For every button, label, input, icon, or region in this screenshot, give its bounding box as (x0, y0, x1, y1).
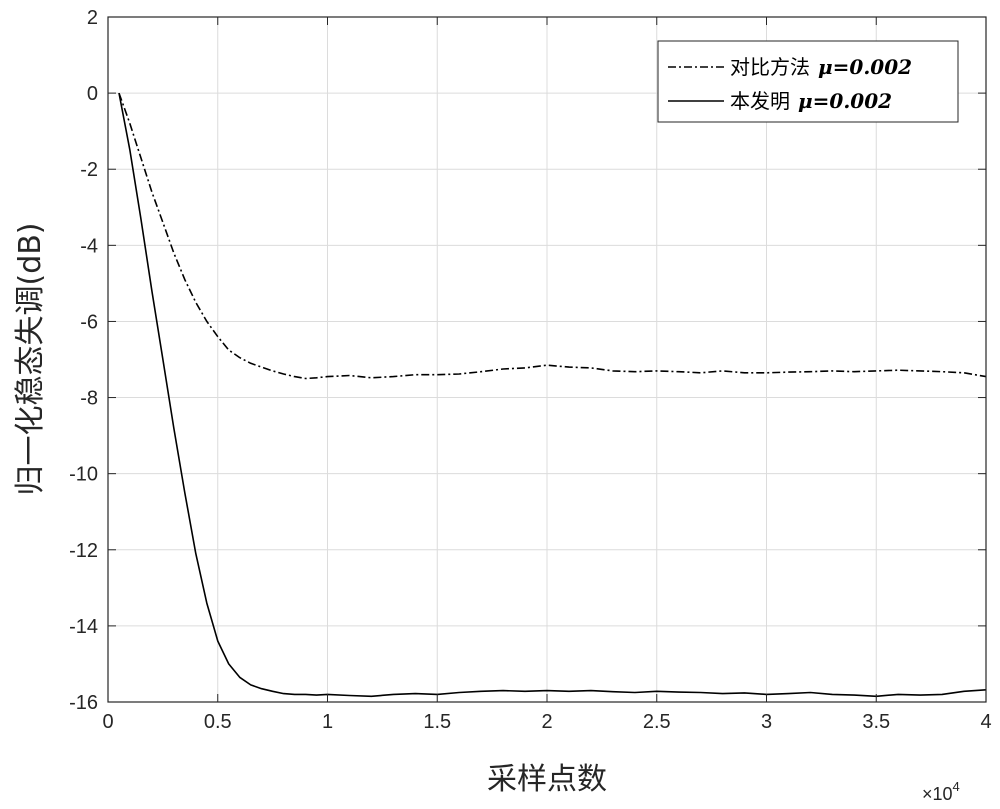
legend-name-invention: 本发明 (730, 89, 790, 113)
x-tick-label: 1 (322, 711, 333, 733)
x-tick-label: 2.5 (643, 711, 671, 733)
y-tick-label: -6 (80, 311, 98, 333)
y-axis-title: 归一化稳态失调(dB) (13, 222, 48, 495)
legend-label-comparison: 对比方法 μ=0.002 (730, 55, 912, 79)
y-tick-label: -12 (69, 540, 98, 562)
x-tick-label: 0 (102, 711, 113, 733)
x-tick-label: 2 (541, 711, 552, 733)
x-tick-label: 1.5 (423, 711, 451, 733)
x-exponent-base: ×10 (922, 784, 953, 804)
x-exponent-power: 4 (953, 779, 960, 794)
x-tick-label: 3 (761, 711, 772, 733)
legend-mu-comparison: μ=0.002 (818, 55, 912, 79)
legend-name-comparison: 对比方法 (730, 55, 810, 79)
legend-mu-invention: μ=0.002 (798, 89, 892, 113)
y-tick-label: -4 (80, 235, 98, 257)
legend: 对比方法 μ=0.002 本发明 μ=0.002 (658, 41, 958, 122)
x-exponent-label: ×104 (922, 779, 960, 804)
y-tick-label: 0 (87, 83, 98, 105)
y-tick-label: -14 (69, 616, 98, 638)
y-tick-label: -8 (80, 388, 98, 410)
x-tick-label: 3.5 (862, 711, 890, 733)
y-tick-label: 2 (87, 7, 98, 29)
x-axis-title: 采样点数 (487, 762, 607, 797)
x-tick-label: 4 (980, 711, 991, 733)
y-tick-label: -16 (69, 692, 98, 714)
legend-label-invention: 本发明 μ=0.002 (730, 89, 892, 113)
x-tick-label: 0.5 (204, 711, 232, 733)
y-tick-label: -10 (69, 464, 98, 486)
y-tick-label: -2 (80, 159, 98, 181)
